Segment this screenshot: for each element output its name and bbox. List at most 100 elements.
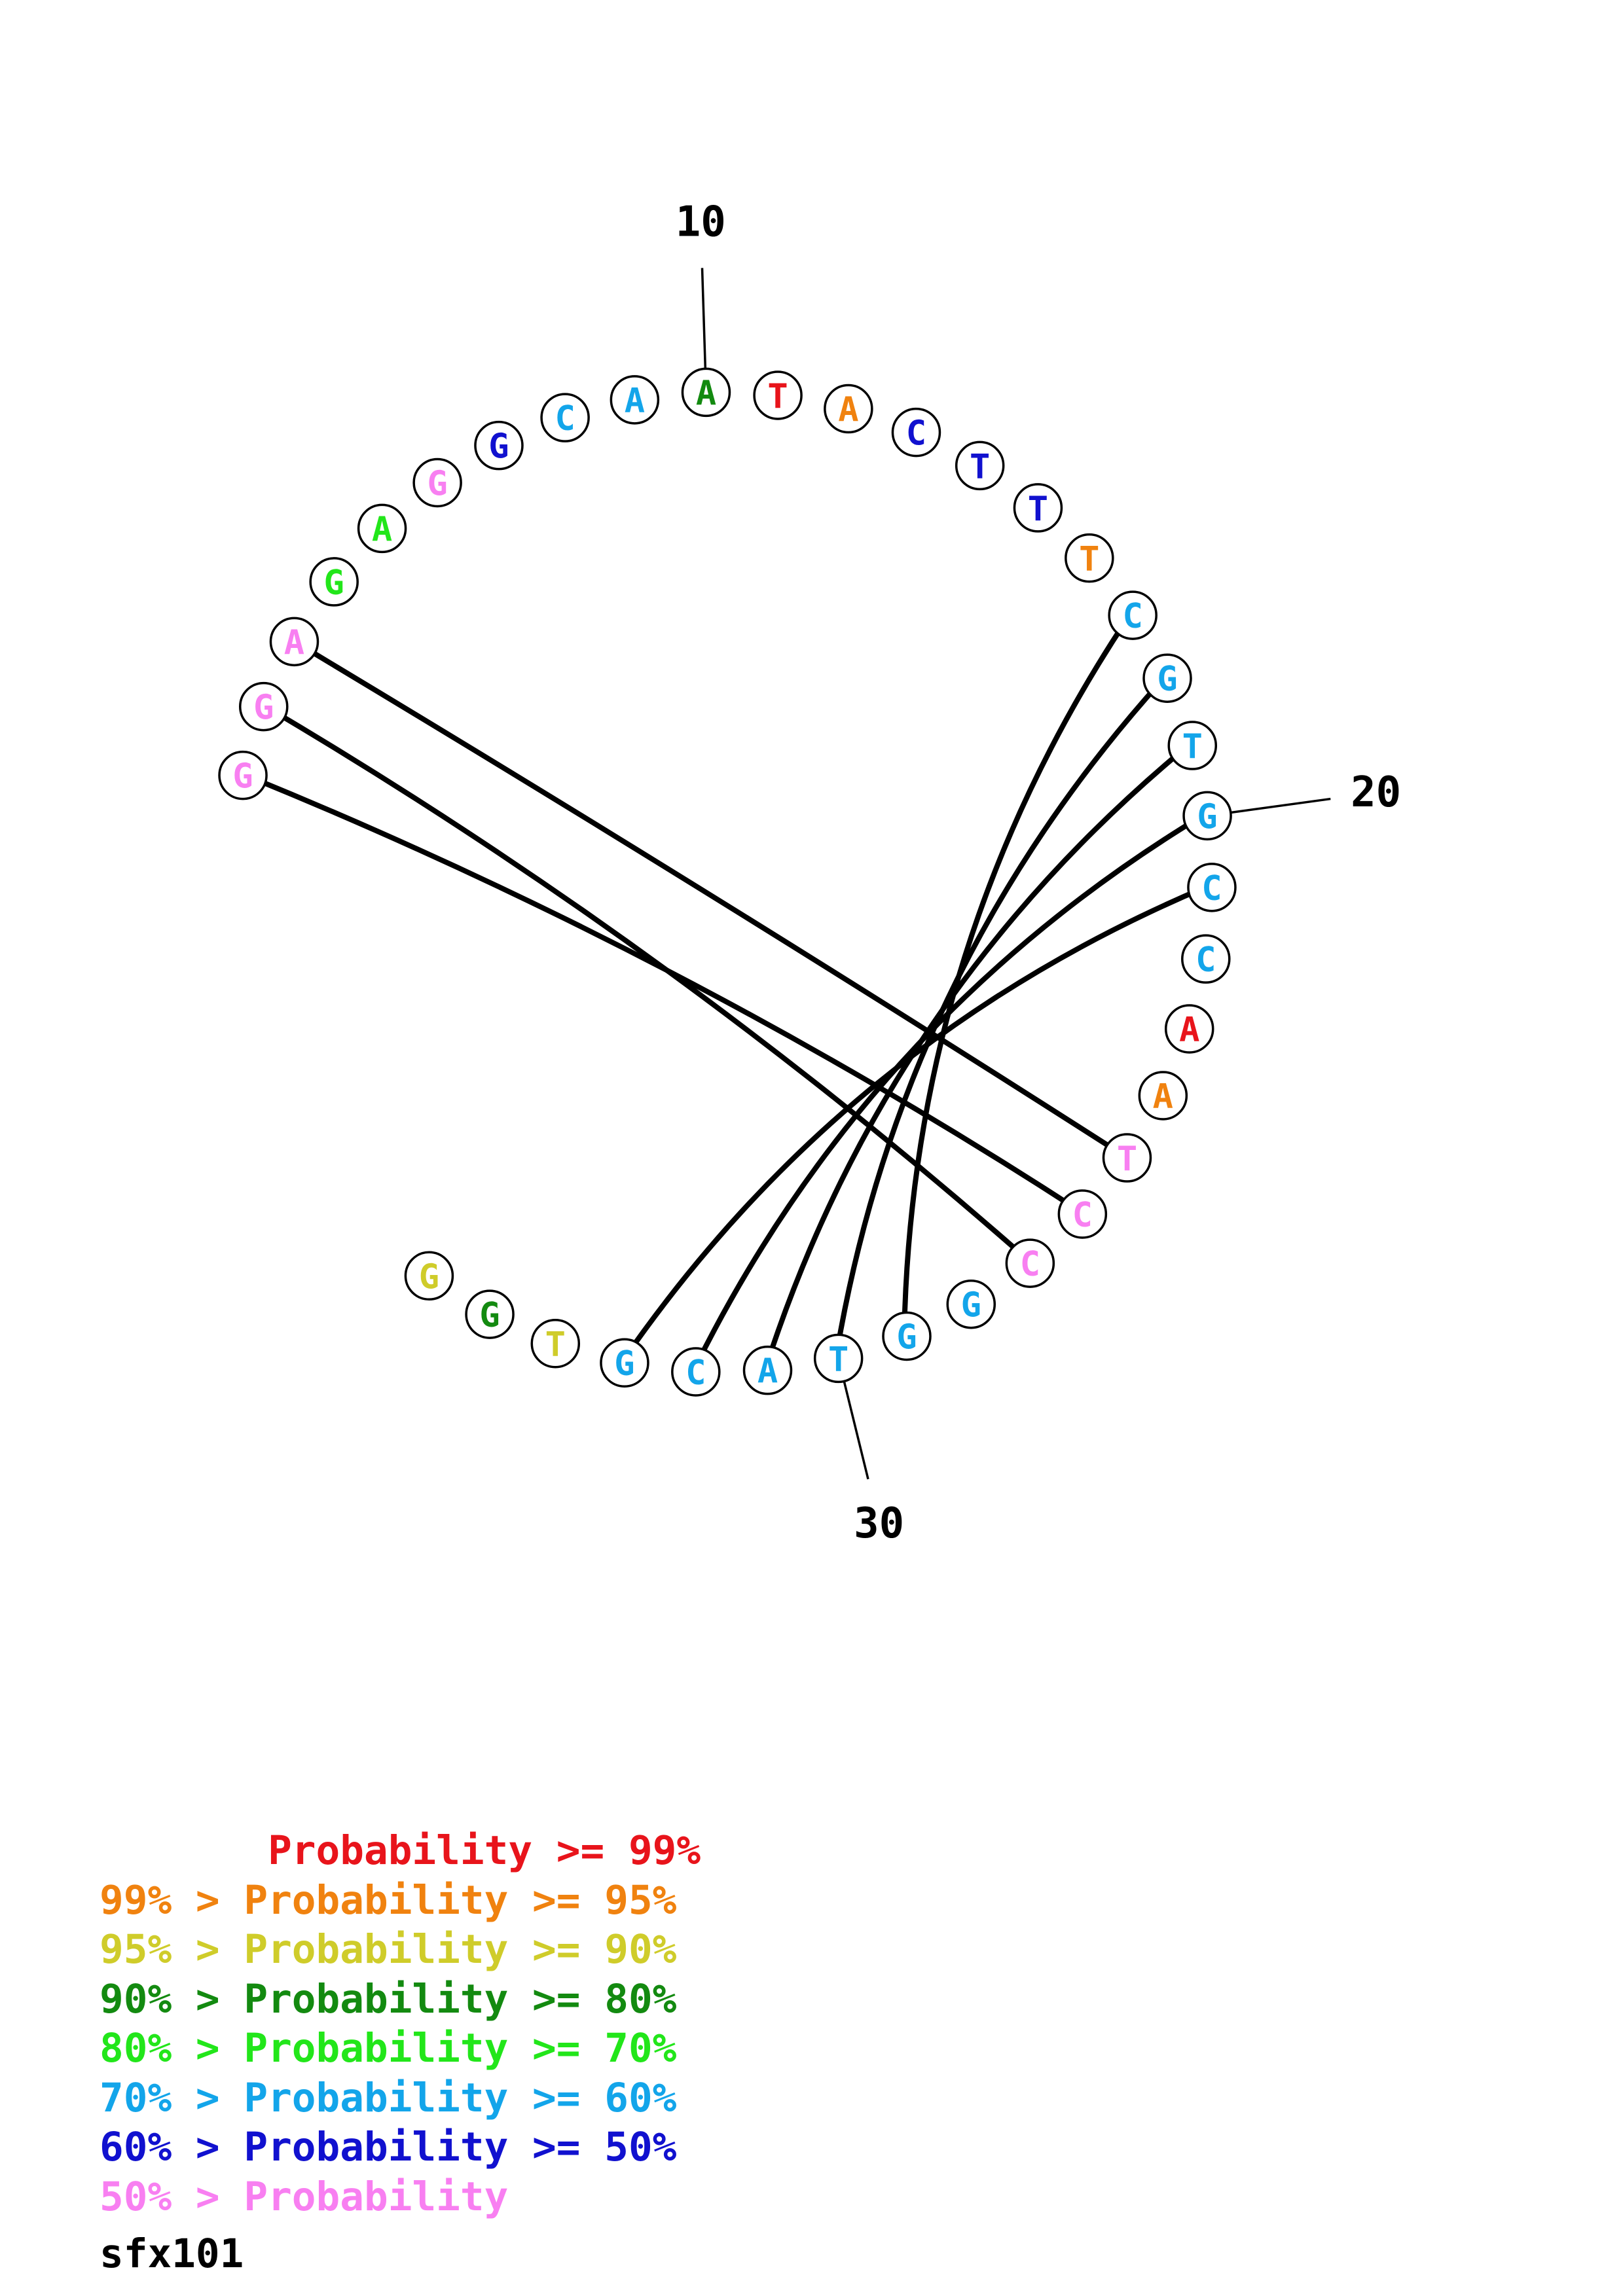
nucleotide-35: G (465, 1289, 515, 1339)
nucleotide-34: T (530, 1318, 581, 1369)
nucleotide-circle (1142, 653, 1192, 703)
nucleotide-base: A (284, 623, 304, 662)
nucleotide-circle (1138, 1071, 1188, 1121)
nucleotide-base: C (555, 399, 575, 439)
nucleotide-17: C (1108, 590, 1158, 640)
nucleotide-25: T (1102, 1133, 1152, 1183)
nucleotide-base: T (1182, 727, 1203, 766)
nucleotide-base: A (1153, 1077, 1173, 1117)
nucleotide-circle (1013, 483, 1063, 533)
nucleotide-circle (465, 1289, 515, 1339)
nucleotide-base: T (1117, 1139, 1137, 1179)
nucleotide-15: T (1013, 483, 1063, 533)
nucleotide-base: C (1123, 597, 1143, 636)
nucleotide-1: G (218, 750, 268, 800)
nucleotide-circle (946, 1279, 996, 1329)
tick-label: 10 (676, 198, 726, 246)
nucleotide-11: T (753, 370, 803, 420)
nucleotide-base: G (1157, 660, 1177, 699)
nucleotide-circle (357, 503, 407, 554)
nucleotide-base: G (419, 1257, 439, 1297)
nucleotide-18: G (1142, 653, 1192, 703)
nucleotide-circle (955, 440, 1005, 491)
nucleotide-base: G (232, 757, 253, 797)
base-pair-arc (902, 616, 1130, 1333)
tick-line (1230, 797, 1331, 814)
legend-label: Probability >= 90% (244, 1926, 677, 1973)
legend-prefix: 99% > (100, 1876, 244, 1924)
base-pair-arc (764, 744, 1189, 1367)
legend-label: Probability >= 50% (244, 2124, 677, 2170)
nucleotide-9: A (610, 375, 660, 425)
nucleotide-base: T (767, 377, 788, 416)
nucleotide-22: C (1181, 934, 1231, 984)
legend-prefix: 80% > (100, 2025, 244, 2072)
legend-row: 70% > Probability >= 60% (100, 2073, 701, 2123)
legend-prefix: 95% > (100, 1926, 244, 1973)
legend-label: Probability >= 95% (244, 1876, 677, 1924)
nucleotide-24: A (1138, 1071, 1188, 1121)
legend-row: 50% > Probability (100, 2172, 701, 2222)
nucleotide-base: G (1197, 797, 1217, 836)
nucleotide-circle (671, 1347, 721, 1397)
nucleotide-5: A (357, 503, 407, 554)
nucleotide-13: C (891, 407, 941, 457)
base-pair-arc (834, 678, 1164, 1355)
nucleotide-circle (600, 1338, 649, 1388)
nucleotide-circle (1187, 863, 1237, 912)
nucleotide-circle (1181, 934, 1231, 984)
nucleotide-base: A (757, 1352, 778, 1391)
nucleotide-circle (474, 420, 524, 471)
legend-row: 60% > Probability >= 50% (100, 2123, 701, 2172)
nucleotide-33: G (600, 1338, 649, 1388)
position-ticks: 10 20 30 (676, 198, 1401, 1547)
nucleotide-circle (813, 1333, 864, 1384)
nucleotide-circle (610, 375, 660, 425)
nucleotide-base: G (896, 1318, 917, 1357)
nucleotide-circle (891, 407, 941, 457)
nucleotide-circle (824, 384, 873, 434)
legend-row: Probability >= 99% (100, 1826, 701, 1876)
nucleotide-36: G (404, 1251, 454, 1301)
legend-row: 90% > Probability >= 80% (100, 1975, 701, 2024)
nucleotide-20: G (1182, 791, 1232, 841)
nucleotide-base: A (372, 510, 392, 549)
legend-label: Probability >= 99% (268, 1827, 701, 1874)
nucleotide-circle (1065, 533, 1114, 583)
nucleotide-circle (309, 557, 359, 607)
nucleotide-32: C (671, 1347, 721, 1397)
nucleotide-base: G (324, 564, 344, 603)
nucleotide-23: A (1164, 1004, 1214, 1054)
legend-prefix: 50% > (100, 2173, 244, 2220)
nucleotide-circle (681, 367, 731, 418)
legend-label: Probability >= 80% (244, 1975, 677, 2022)
nucleotide-base: A (1179, 1011, 1199, 1050)
nucleotide-base: G (427, 464, 447, 503)
nucleotide-circle (404, 1251, 454, 1301)
nucleotide-circle (1005, 1238, 1055, 1288)
nucleotide-base: C (1072, 1196, 1093, 1235)
nucleotide-base: C (906, 414, 926, 454)
nucleotide-circle (882, 1311, 932, 1361)
nucleotide-12: A (824, 384, 873, 434)
nucleotide-base: G (961, 1286, 981, 1325)
nucleotide-base: C (1201, 869, 1222, 908)
nucleotide-base: G (614, 1344, 634, 1384)
nucleotide-base: G (253, 689, 274, 728)
nucleotide-circle (218, 750, 268, 800)
nucleotide-2: G (238, 681, 289, 732)
legend-label: Probability >= 70% (244, 2025, 677, 2072)
legend-prefix: 70% > (100, 2074, 244, 2121)
nucleotide-16: T (1065, 533, 1114, 583)
legend-label: Probability (244, 2173, 509, 2220)
nucleotide-circle (1164, 1004, 1214, 1054)
nucleotide-28: G (946, 1279, 996, 1329)
base-pair-arc (623, 884, 1208, 1359)
nucleotide-14: T (955, 440, 1005, 491)
tick-line (843, 1380, 869, 1480)
nucleotide-base: T (1079, 540, 1099, 579)
tick-label: 20 (1351, 768, 1401, 817)
legend-label: Probability >= 60% (244, 2074, 677, 2121)
